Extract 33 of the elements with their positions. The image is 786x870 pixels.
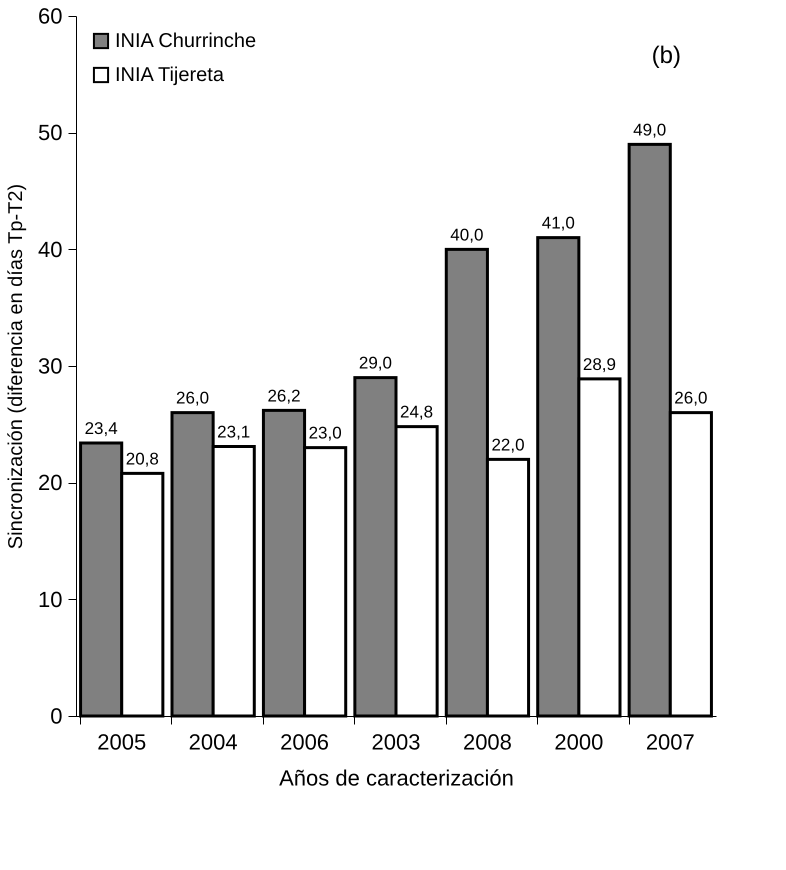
data-label: 23,4 <box>84 419 118 438</box>
annotation: (b) <box>652 42 681 69</box>
legend-label: INIA Tijereta <box>115 64 225 86</box>
y-tick-label: 50 <box>38 120 62 146</box>
x-tick-label: 2005 <box>97 730 146 754</box>
x-tick-label: 2008 <box>462 730 512 754</box>
x-axis-title: Años de caracterización <box>279 766 514 790</box>
y-axis-title: Sincronización (diferencia en días Tp-T2) <box>5 184 28 550</box>
data-label: 23,1 <box>217 422 250 442</box>
x-tick-label: 2004 <box>188 730 238 754</box>
x-tick-label: 2000 <box>554 730 604 754</box>
y-tick-label: 20 <box>38 470 62 496</box>
y-tick-label: 40 <box>38 236 62 262</box>
data-label: 23,0 <box>308 424 342 443</box>
data-label: 26,0 <box>674 388 708 408</box>
data-label: 26,0 <box>176 388 210 408</box>
x-tick-label: 2006 <box>280 730 330 754</box>
x-tick-label: 2003 <box>372 730 420 754</box>
y-tick-label: 60 <box>38 4 62 28</box>
data-label: 40,0 <box>450 225 484 244</box>
x-tick-label: 2007 <box>646 730 695 754</box>
data-label: 24,8 <box>400 402 434 422</box>
legend-label: INIA Churrinche <box>115 30 256 52</box>
data-label: 49,0 <box>633 120 666 140</box>
y-tick-label: 30 <box>38 354 62 378</box>
data-label: 22,0 <box>491 435 525 454</box>
data-label: 29,0 <box>358 354 392 373</box>
data-label: 26,2 <box>267 386 301 406</box>
data-label: 41,0 <box>542 214 575 233</box>
data-label: 28,9 <box>582 354 616 374</box>
y-tick-label: 0 <box>50 704 62 728</box>
data-label: 20,8 <box>126 449 159 468</box>
y-tick-label: 10 <box>38 586 62 612</box>
